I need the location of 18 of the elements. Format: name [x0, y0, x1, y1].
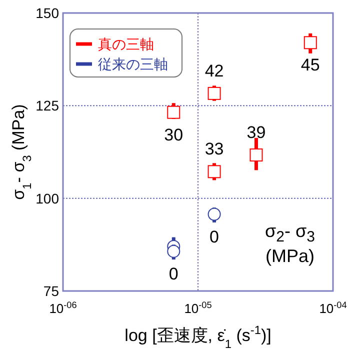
annotation: 42	[204, 61, 224, 80]
annotation: 45	[300, 56, 320, 75]
y-tick-label: 125	[36, 98, 60, 114]
annotation: 39	[246, 122, 266, 142]
annotation: 30	[164, 125, 184, 144]
y-tick-label: 75	[43, 283, 60, 299]
legend-label: 真の三軸	[98, 36, 154, 52]
x-tick-label: 10$^{-04}$	[319, 300, 347, 316]
y-tick-label: 100	[36, 190, 60, 206]
annotation: 0	[210, 227, 220, 246]
annotation: 0	[168, 264, 178, 284]
y-tick-label: 150	[36, 5, 60, 21]
annotation: σ$_{2}$- σ$_{3}$ (MPa)	[264, 221, 316, 266]
x-tick-label: 10$^{-06}$	[49, 300, 77, 316]
legend-label: 従来の三軸	[98, 56, 168, 72]
x-tick-label: 10$^{-05}$	[184, 300, 212, 316]
x-axis-title: log [歪速度, ε̇$_{1}$ (s$^{-1}$)]	[124, 323, 272, 350]
annotation: 33	[204, 140, 224, 159]
